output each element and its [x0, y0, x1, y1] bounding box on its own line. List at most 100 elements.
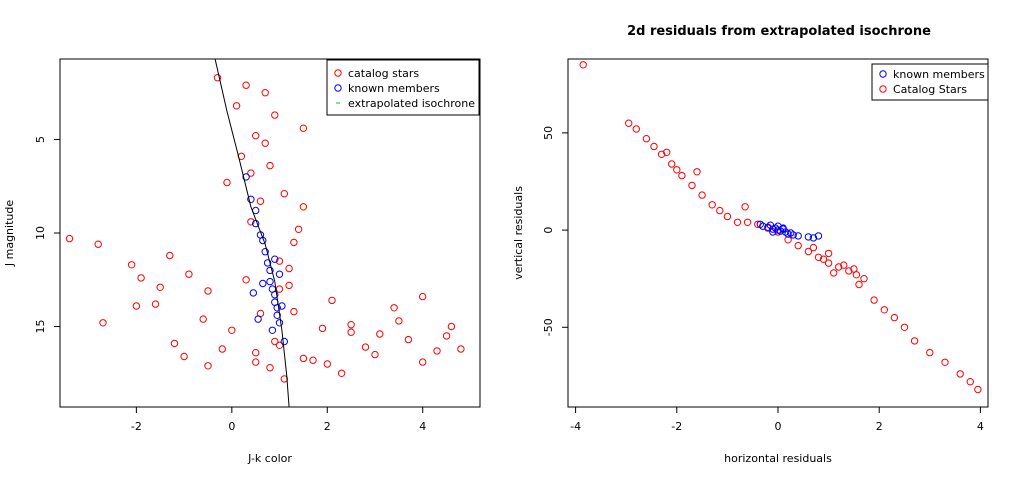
cmd-member-point	[254, 315, 262, 323]
cmd-catalog-point	[228, 326, 236, 334]
cmd-y-tick-label: 10	[34, 226, 47, 240]
cmd-catalog-point	[337, 369, 346, 377]
residuals-catalog-point	[698, 191, 706, 199]
cmd-catalog-point	[328, 296, 336, 305]
cmd-member-point	[273, 311, 281, 319]
residuals-catalog-point	[716, 206, 724, 215]
cmd-catalog-point	[299, 203, 308, 211]
cmd-catalog-point	[266, 364, 274, 372]
cmd-x-tick-label: 2	[324, 420, 331, 433]
residuals-catalog-point	[579, 61, 587, 69]
residuals-catalog-point	[814, 253, 823, 261]
residuals-catalog-point	[723, 212, 732, 221]
cmd-member-point	[271, 255, 279, 263]
cmd-catalog-point	[266, 161, 274, 170]
cmd-catalog-points	[65, 74, 465, 383]
residuals-y-tick-label: 0	[542, 227, 555, 234]
cmd-legend-members-marker	[334, 84, 342, 92]
cmd-catalog-point	[65, 234, 74, 243]
residuals-catalog-point	[840, 261, 848, 269]
cmd-member-point	[280, 337, 288, 346]
residuals-member-points	[756, 220, 823, 242]
residuals-x-tick-label: 0	[775, 420, 782, 433]
residuals-y-axis: -50 0 50	[542, 126, 569, 336]
cmd-isochrone-line	[214, 58, 290, 408]
cmd-catalog-point	[271, 337, 279, 346]
residuals-catalog-point	[900, 323, 909, 331]
cmd-member-point	[266, 266, 274, 275]
cmd-legend: catalog stars known members extrapolated…	[326, 59, 480, 116]
residuals-catalog-point	[910, 337, 919, 345]
cmd-member-point	[275, 270, 284, 278]
cmd-catalog-point	[371, 350, 379, 359]
cmd-member-point	[271, 291, 279, 299]
cmd-catalog-point	[223, 178, 231, 187]
cmd-catalog-point	[395, 317, 403, 325]
cmd-catalog-point	[318, 324, 327, 333]
cmd-catalog-point	[280, 375, 288, 383]
residuals-legend-catalog-marker	[879, 85, 887, 93]
cmd-catalog-point	[285, 264, 293, 273]
residuals-catalog-point	[966, 378, 974, 386]
residuals-x-tick-label: 4	[977, 420, 984, 433]
residuals-catalog-point	[663, 148, 671, 157]
cmd-catalog-point	[404, 335, 413, 344]
residuals-catalog-point	[642, 135, 651, 143]
cmd-catalog-point	[252, 358, 260, 366]
residuals-catalog-point	[819, 255, 828, 263]
cmd-catalog-point	[447, 322, 456, 331]
cmd-member-point	[247, 195, 255, 204]
cmd-x-tick-label: 4	[419, 420, 426, 433]
residuals-member-point	[769, 228, 777, 236]
cmd-catalog-point	[199, 315, 207, 323]
cmd-catalog-point	[390, 304, 398, 312]
cmd-catalog-point	[290, 307, 298, 316]
cmd-member-point	[242, 173, 250, 181]
cmd-legend-members-label: known members	[348, 82, 440, 95]
cmd-x-tick-label: 0	[228, 420, 235, 433]
cmd-x-axis-title: J-k color	[247, 452, 292, 465]
residuals-catalog-points	[579, 61, 982, 394]
residuals-legend-catalog-label: Catalog Stars	[893, 83, 967, 96]
residuals-catalog-point	[741, 203, 749, 211]
cmd-catalog-point	[376, 330, 384, 338]
residuals-catalog-point	[956, 370, 964, 378]
residuals-catalog-point	[688, 181, 696, 190]
residuals-x-axis-title: horizontal residuals	[724, 452, 832, 465]
residuals-catalog-point	[974, 385, 982, 394]
cmd-member-point	[266, 277, 274, 286]
cmd-member-point	[261, 248, 269, 256]
cmd-catalog-point	[299, 354, 308, 363]
residuals-catalog-point	[733, 218, 742, 227]
residuals-y-tick-label: 50	[542, 126, 555, 140]
residuals-member-point	[809, 234, 818, 242]
residuals-catalog-point	[693, 168, 701, 176]
cmd-member-point	[273, 304, 281, 312]
cmd-catalog-point	[156, 283, 164, 291]
cmd-y-tick-label: 15	[34, 320, 47, 334]
cmd-catalog-point	[309, 356, 317, 364]
cmd-x-axis: -2 0 2 4	[131, 406, 426, 433]
cmd-catalog-point	[347, 328, 355, 336]
cmd-catalog-point	[275, 341, 284, 349]
residuals-legend-members-label: known members	[893, 68, 985, 81]
cmd-catalog-point	[247, 169, 255, 177]
cmd-member-point	[249, 289, 258, 297]
cmd-legend-catalog-marker	[334, 69, 342, 77]
residuals-member-point	[804, 233, 813, 241]
residuals-x-tick-label: -2	[671, 420, 682, 433]
residuals-member-point	[814, 232, 823, 240]
cmd-catalog-point	[433, 347, 441, 355]
cmd-catalog-point	[256, 197, 265, 205]
cmd-catalog-point	[299, 124, 308, 132]
residuals-catalog-point	[784, 236, 792, 244]
residuals-catalog-point	[673, 166, 681, 174]
cmd-catalog-point	[94, 240, 102, 248]
cmd-catalog-point	[127, 261, 136, 269]
residuals-catalog-point	[809, 243, 818, 252]
residuals-plot: 2d residuals from extrapolated isochrone…	[512, 24, 989, 465]
residuals-y-tick-label: -50	[542, 318, 555, 336]
residuals-y-axis-title: vertical residuals	[512, 186, 525, 280]
residuals-catalog-point	[830, 269, 838, 277]
